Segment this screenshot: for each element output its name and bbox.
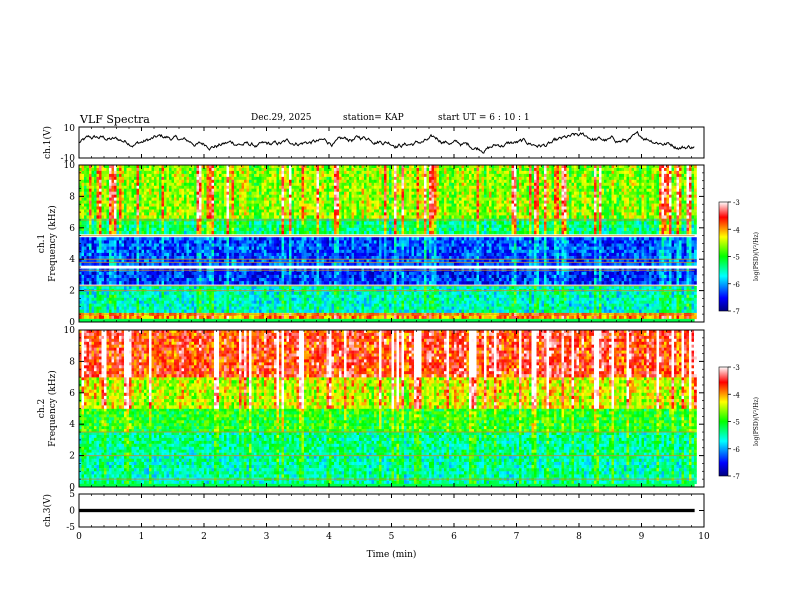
ch2-ylabel-channel: ch.2	[37, 399, 47, 418]
ch1-colorbar-tick-label: -5	[733, 254, 740, 262]
chart-title: VLF Spectra	[80, 113, 150, 126]
ch1-ytick-label: 10	[64, 124, 76, 134]
ch2-colorbar-label: log(PSD)(V²/Hz)	[753, 397, 760, 446]
ch1-ytick-label: 2	[69, 287, 75, 297]
ch1-ytick-label: 6	[69, 224, 75, 234]
ch1-colorbar-tick-label: -7	[733, 308, 740, 316]
ch1-colorbar-tick-label: -4	[733, 226, 740, 234]
station-label: station= KAP	[343, 113, 404, 123]
ch1-ylabel-channel: ch.1	[37, 234, 47, 253]
ch1-ytick-label: -10	[61, 154, 76, 164]
ch2-ylabel-frequency: Frequency (kHz)	[47, 370, 58, 447]
ch1-waveform-frame	[78, 126, 705, 159]
x-tick-label: 6	[451, 532, 457, 542]
ch2-colorbar-tick-label: -7	[733, 473, 740, 481]
ch2-ytick-label: 10	[64, 326, 76, 336]
date-label: Dec.29, 2025	[251, 113, 312, 123]
ch2-colorbar-tick-label: -4	[733, 391, 740, 399]
ch2-spectrogram-cells	[79, 330, 697, 485]
x-tick-label: 2	[201, 532, 207, 542]
x-axis-label: Time (min)	[367, 549, 417, 560]
ch3-ytick-label: -5	[66, 523, 75, 533]
ch1-ylabel: ch.1(V)	[42, 126, 53, 159]
ch1-spectrogram-cells	[79, 165, 697, 320]
x-tick-label: 4	[326, 532, 332, 542]
x-tick-label: 10	[698, 532, 710, 542]
ch2-ytick-label: 0	[69, 483, 75, 493]
ch2-low-band	[79, 483, 695, 487]
ch1-ytick-label: 4	[69, 255, 75, 265]
ch1-colorbar	[718, 201, 729, 312]
ch3-ytick-label: 0	[69, 507, 75, 517]
x-tick-label: 1	[139, 532, 145, 542]
x-tick-label: 8	[576, 532, 582, 542]
ch3-waveform-band	[79, 508, 695, 513]
ch1-ylabel-frequency: Frequency (kHz)	[47, 205, 58, 282]
ch2-ytick-label: 6	[69, 389, 75, 399]
ch2-ytick-label: 4	[69, 420, 75, 430]
ch1-ytick-label: 0	[69, 318, 75, 328]
ch1-colorbar-tick-label: -3	[733, 199, 740, 207]
ch1-low-band	[79, 318, 695, 322]
ch3-ylabel: ch.3(V)	[42, 494, 53, 527]
x-tick-label: 7	[514, 532, 520, 542]
ch3-ytick-label: 5	[69, 490, 75, 500]
x-tick-label: 5	[389, 532, 395, 542]
ch2-ytick-label: 2	[69, 452, 75, 462]
ch2-colorbar-tick-label: -6	[733, 446, 740, 454]
ch2-colorbar-tick-label: -3	[733, 364, 740, 372]
ch1-colorbar-label: log(PSD)(V²/Hz)	[753, 232, 760, 281]
ch1-ytick-label: 8	[69, 192, 75, 202]
x-tick-label: 9	[639, 532, 645, 542]
start-ut-label: start UT = 6 : 10 : 1	[438, 113, 530, 123]
ch2-colorbar-tick-label: -5	[733, 419, 740, 427]
ch2-ytick-label: 8	[69, 357, 75, 367]
ch1-ytick-label: 10	[64, 161, 76, 171]
ch2-colorbar	[718, 366, 729, 477]
ch1-colorbar-tick-label: -6	[733, 281, 740, 289]
x-tick-label: 0	[76, 532, 82, 542]
x-tick-label: 3	[264, 532, 270, 542]
ch1-waveform-line	[78, 130, 695, 154]
